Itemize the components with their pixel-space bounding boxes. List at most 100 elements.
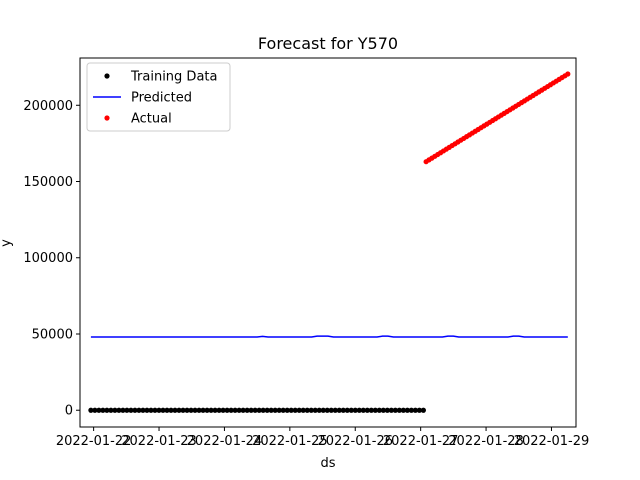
training-data-point bbox=[324, 407, 330, 413]
training-data-point bbox=[148, 407, 154, 413]
x-tick-label: 2022-01-28 bbox=[448, 434, 524, 449]
training-data-point bbox=[204, 407, 210, 413]
y-tick-label: 200000 bbox=[23, 99, 73, 114]
training-data-point bbox=[164, 407, 170, 413]
training-data-point bbox=[408, 407, 414, 413]
training-data-point bbox=[172, 407, 178, 413]
x-tick-label: 2022-01-25 bbox=[252, 434, 328, 449]
axes-frame bbox=[79, 57, 577, 428]
training-data-point bbox=[96, 407, 102, 413]
training-data-point bbox=[220, 407, 226, 413]
training-data-point bbox=[300, 407, 306, 413]
x-tick-label: 2022-01-22 bbox=[56, 434, 132, 449]
training-data-point bbox=[180, 407, 186, 413]
training-data-point bbox=[372, 407, 378, 413]
training-data-point bbox=[364, 407, 370, 413]
training-data-point bbox=[320, 407, 326, 413]
x-axis-label: ds bbox=[320, 456, 335, 471]
training-data-point bbox=[208, 407, 214, 413]
actual-data-point bbox=[565, 71, 571, 77]
y-axis-label: y bbox=[0, 239, 14, 247]
training-data-point bbox=[224, 407, 230, 413]
training-data-point bbox=[376, 407, 382, 413]
x-tick-label: 2022-01-23 bbox=[121, 434, 197, 449]
training-data-point bbox=[412, 407, 418, 413]
training-data-point bbox=[176, 407, 182, 413]
training-data-point bbox=[420, 407, 426, 413]
training-data-point bbox=[232, 407, 238, 413]
legend: Training Data Predicted Actual bbox=[86, 62, 231, 132]
training-data-point bbox=[132, 407, 138, 413]
training-data-point bbox=[400, 407, 406, 413]
chart-title: Forecast for Y570 bbox=[258, 34, 398, 53]
training-data-point bbox=[152, 407, 158, 413]
training-data-point bbox=[312, 407, 318, 413]
training-data-point bbox=[100, 407, 106, 413]
training-data-point bbox=[380, 407, 386, 413]
training-data-point bbox=[288, 407, 294, 413]
x-tick-label: 2022-01-27 bbox=[383, 434, 459, 449]
training-data-point bbox=[120, 407, 126, 413]
legend-label-training-data: Training Data bbox=[130, 70, 217, 85]
y-tick-label: 150000 bbox=[23, 175, 73, 190]
training-data-point bbox=[332, 407, 338, 413]
training-data-point bbox=[384, 407, 390, 413]
training-data-point bbox=[256, 407, 262, 413]
training-data-point bbox=[368, 407, 374, 413]
x-tick-label: 2022-01-26 bbox=[317, 434, 393, 449]
training-data-point bbox=[244, 407, 250, 413]
legend-swatch-training-data bbox=[104, 73, 110, 79]
training-data-point bbox=[168, 407, 174, 413]
training-data-point bbox=[144, 407, 150, 413]
training-data-point bbox=[392, 407, 398, 413]
training-data-point bbox=[104, 407, 110, 413]
training-data-point bbox=[188, 407, 194, 413]
training-data-point bbox=[112, 407, 118, 413]
training-data-point bbox=[396, 407, 402, 413]
training-data-point bbox=[160, 407, 166, 413]
training-data-point bbox=[184, 407, 190, 413]
legend-label-predicted: Predicted bbox=[131, 91, 192, 106]
training-data-point bbox=[336, 407, 342, 413]
training-data-point bbox=[268, 407, 274, 413]
x-tick-label: 2022-01-24 bbox=[187, 434, 263, 449]
training-data-point bbox=[404, 407, 410, 413]
training-data-point bbox=[136, 407, 142, 413]
training-data-point bbox=[156, 407, 162, 413]
x-tick-label: 2022-01-29 bbox=[514, 434, 590, 449]
training-data-point bbox=[352, 407, 358, 413]
training-data-point bbox=[272, 407, 278, 413]
training-data-point bbox=[296, 407, 302, 413]
training-data-point bbox=[276, 407, 282, 413]
training-data-point bbox=[200, 407, 206, 413]
training-data-point bbox=[92, 407, 98, 413]
training-data-point bbox=[264, 407, 270, 413]
training-data-point bbox=[128, 407, 134, 413]
training-data-point bbox=[236, 407, 242, 413]
training-data-point bbox=[304, 407, 310, 413]
training-data-point bbox=[108, 407, 114, 413]
training-data-point bbox=[360, 407, 366, 413]
training-data-point bbox=[416, 407, 422, 413]
training-data-point bbox=[344, 407, 350, 413]
training-data-point bbox=[356, 407, 362, 413]
training-data-point bbox=[252, 407, 258, 413]
training-data-point bbox=[240, 407, 246, 413]
training-data-point bbox=[88, 407, 94, 413]
legend-label-actual: Actual bbox=[131, 112, 172, 127]
training-data-point bbox=[216, 407, 222, 413]
plot-area bbox=[88, 71, 571, 413]
training-data-point bbox=[292, 407, 298, 413]
training-data-point bbox=[248, 407, 254, 413]
training-data-point bbox=[260, 407, 266, 413]
y-tick-label: 0 bbox=[65, 404, 73, 419]
training-data-point bbox=[124, 407, 130, 413]
training-data-point bbox=[228, 407, 234, 413]
training-data-point bbox=[308, 407, 314, 413]
training-data-point bbox=[196, 407, 202, 413]
y-tick-label: 100000 bbox=[23, 251, 73, 266]
training-data-point bbox=[348, 407, 354, 413]
legend-frame bbox=[86, 62, 231, 132]
legend-swatch-actual bbox=[104, 115, 110, 121]
